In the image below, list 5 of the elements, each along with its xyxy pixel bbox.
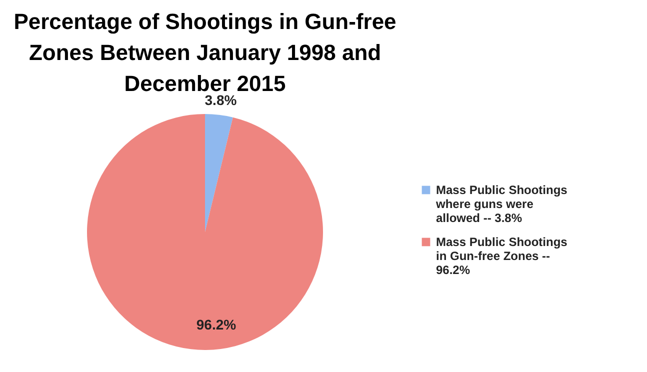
- pie-slice: [205, 114, 233, 232]
- legend-label: Mass Public Shootings where guns were allowed -- 3.8%: [435, 183, 568, 225]
- data-label: 96.2%: [196, 316, 237, 333]
- pie-slice: [87, 114, 323, 350]
- legend-label: Mass Public Shootings in Gun-free Zones -- 96.2%: [436, 235, 568, 277]
